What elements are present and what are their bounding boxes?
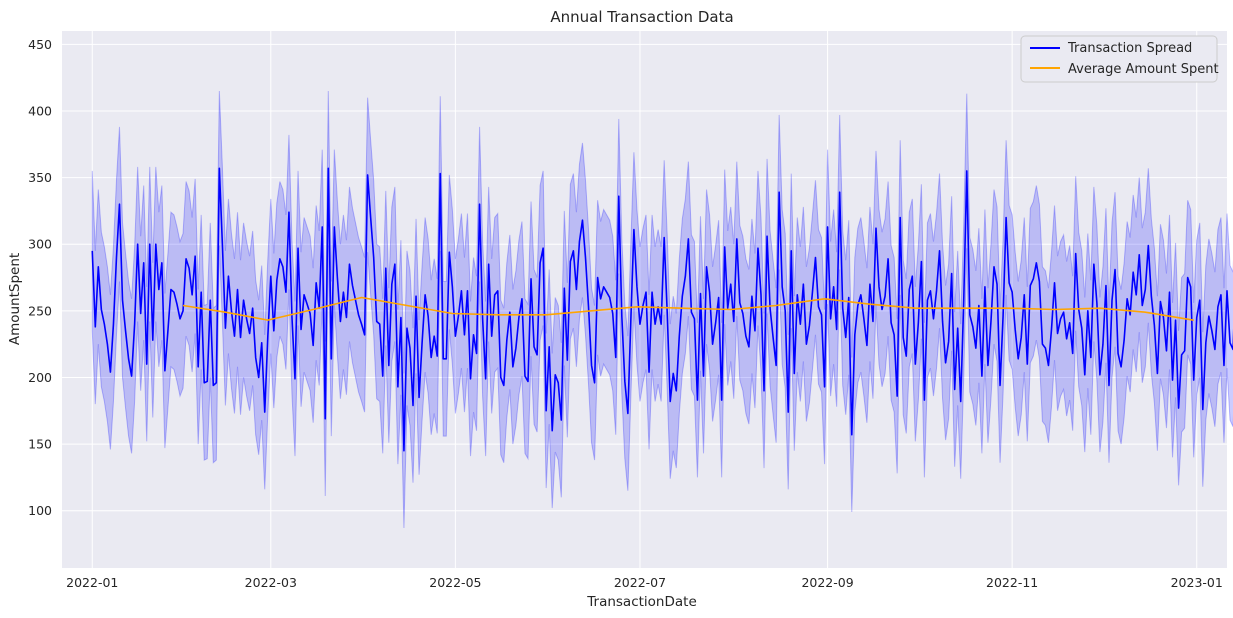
- legend-label-average-amount-spent: Average Amount Spent: [1068, 62, 1219, 77]
- x-tick-label: 2022-01: [66, 575, 118, 590]
- x-tick-label: 2022-09: [801, 575, 853, 590]
- legend-frame: [1020, 35, 1218, 83]
- y-axis-title: AmountSpent: [7, 253, 23, 345]
- y-tick-label: 300: [28, 237, 52, 252]
- tick-labels: 100 150 200 250 300 350 400 450 2022-01 2022-03 20…: [28, 37, 1223, 590]
- transaction-spread-band: [91, 90, 1233, 529]
- x-tick-label: 2022-03: [245, 575, 297, 590]
- y-tick-label: 450: [28, 37, 52, 52]
- x-tick-label: 2022-05: [429, 575, 481, 590]
- y-tick-label: 150: [28, 437, 52, 452]
- y-tick-label: 350: [28, 170, 52, 185]
- y-tick-label: 250: [28, 303, 52, 318]
- x-axis-title: TransactionDate: [586, 594, 697, 610]
- x-tick-label: 2022-11: [986, 575, 1038, 590]
- y-tick-label: 200: [28, 370, 52, 385]
- x-tick-label: 2022-07: [614, 575, 666, 590]
- spread-band-layer: [91, 90, 1233, 529]
- series-lines: [91, 167, 1233, 452]
- chart-title: Annual Transaction Data: [550, 8, 733, 26]
- average-amount-line: [182, 296, 1194, 321]
- x-tick-label: 2023-01: [1171, 575, 1223, 590]
- legend-label-transaction-spread: Transaction Spread: [1067, 41, 1192, 56]
- legend: Transaction Spread Average Amount Spent: [1020, 35, 1219, 83]
- transaction-spread-line: [91, 167, 1233, 452]
- y-tick-label: 400: [28, 103, 52, 118]
- y-tick-label: 100: [28, 503, 52, 518]
